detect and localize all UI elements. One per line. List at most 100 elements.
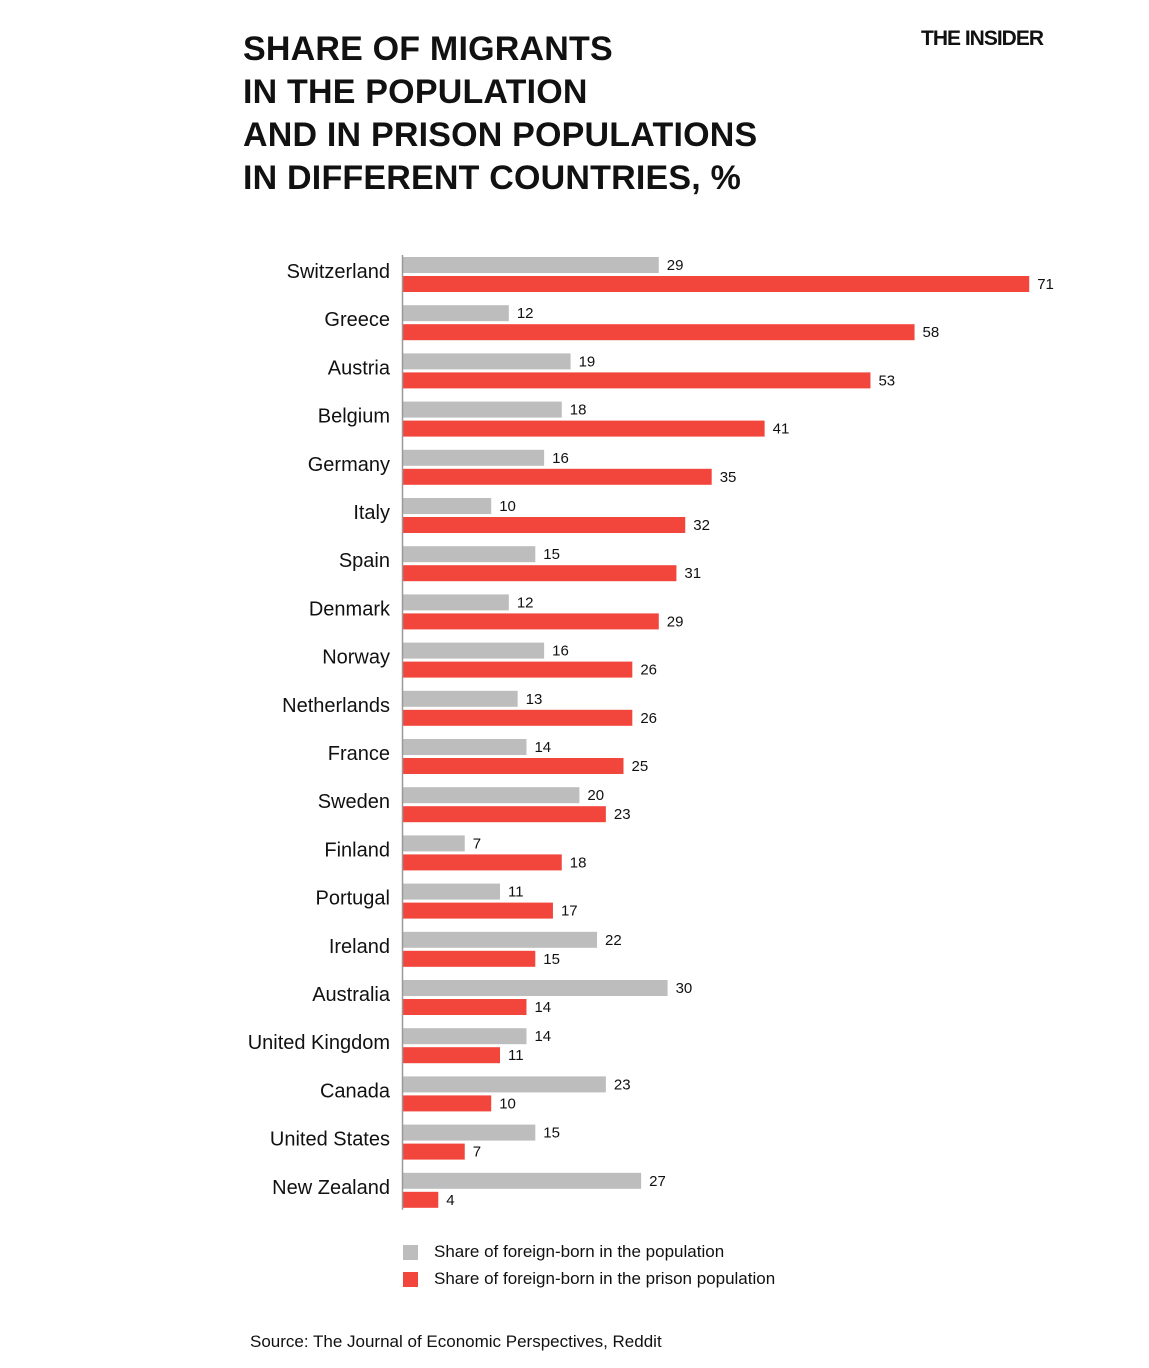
population-bar-germany [403,449,545,466]
category-label-canada: Canada [320,1080,391,1102]
population-value-spain: 15 [543,546,560,563]
category-label-germany: Germany [308,454,390,476]
prison-value-portugal: 17 [561,903,578,920]
legend-label-population: Share of foreign-born in the population [434,1242,725,1261]
prison-value-ireland: 15 [543,951,560,968]
chart-title: SHARE OF MIGRANTS IN THE POPULATION AND … [243,30,758,197]
population-bar-italy [403,498,492,514]
population-bar-denmark [403,594,509,611]
population-bar-belgium [403,401,562,418]
prison-bar-austria [403,372,871,389]
category-label-ireland: Ireland [329,936,390,958]
category-label-portugal: Portugal [316,888,391,910]
population-value-france: 14 [534,739,551,756]
category-label-switzerland: Switzerland [287,261,390,283]
prison-bar-sweden [403,806,606,823]
prison-bar-denmark [403,613,659,630]
prison-value-canada: 10 [499,1095,516,1112]
prison-value-austria: 53 [878,372,895,389]
population-value-germany: 16 [552,450,569,467]
population-bar-france [403,739,527,755]
bar-chart: Switzerland 29 71 Greece 12 58 Austria 19 53 Belg… [248,255,1054,1210]
population-bar-united-kingdom [403,1028,527,1045]
category-label-belgium: Belgium [318,406,390,428]
legend-swatch-population [403,1244,418,1260]
category-label-france: France [328,743,390,765]
category-label-norway: Norway [322,647,390,669]
population-value-greece: 12 [517,305,534,322]
population-value-sweden: 20 [587,787,604,804]
prison-value-germany: 35 [720,469,737,486]
prison-bar-canada [403,1095,492,1112]
legend-item-population: Share of foreign-born in the population [403,1242,724,1262]
prison-value-australia: 14 [534,999,551,1016]
prison-bar-france [403,758,624,774]
population-bar-united-states [403,1124,536,1141]
population-value-norway: 16 [552,643,569,660]
population-bar-spain [403,546,536,563]
population-bar-austria [403,353,571,370]
prison-value-united-kingdom: 11 [508,1047,524,1064]
population-value-australia: 30 [676,980,693,997]
population-bar-canada [403,1076,606,1093]
prison-bar-ireland [403,950,536,967]
population-value-new-zealand: 27 [649,1173,666,1190]
prison-bar-belgium [403,420,765,437]
population-value-belgium: 18 [570,402,587,419]
prison-value-greece: 58 [923,324,940,341]
population-bar-ireland [403,931,598,948]
category-label-italy: Italy [353,502,390,524]
prison-value-new-zealand: 4 [446,1192,454,1209]
population-value-austria: 19 [579,353,596,370]
population-value-portugal: 11 [508,884,524,901]
prison-value-france: 25 [632,758,649,775]
prison-bar-greece [403,324,915,341]
population-value-united-kingdom: 14 [534,1028,551,1045]
category-label-united-states: United States [270,1129,390,1151]
prison-value-sweden: 23 [614,806,631,823]
legend-item-prison: Share of foreign-born in the prison popu… [403,1269,775,1289]
population-value-denmark: 12 [517,594,534,611]
prison-bar-united-kingdom [403,1047,501,1064]
population-value-switzerland: 29 [667,257,684,274]
population-value-italy: 10 [499,498,516,515]
legend-label-prison: Share of foreign-born in the prison popu… [434,1269,776,1288]
prison-bar-new-zealand [403,1191,439,1208]
population-bar-switzerland [403,257,659,273]
prison-value-finland: 18 [570,854,587,871]
population-value-united-states: 15 [543,1125,560,1142]
legend-swatch-prison [403,1271,418,1287]
category-label-united-kingdom: United Kingdom [248,1032,390,1054]
population-value-canada: 23 [614,1076,631,1093]
category-label-austria: Austria [328,357,391,379]
category-label-sweden: Sweden [318,791,390,813]
prison-value-norway: 26 [640,662,657,679]
prison-value-italy: 32 [693,517,710,534]
population-value-netherlands: 13 [526,691,543,708]
population-value-finland: 7 [473,835,481,852]
category-label-new-zealand: New Zealand [272,1177,390,1199]
population-bar-portugal [403,883,501,900]
population-bar-sweden [403,787,580,804]
prison-bar-australia [403,999,527,1015]
prison-value-united-states: 7 [473,1144,481,1161]
source-note: Source: The Journal of Economic Perspect… [250,1332,662,1351]
prison-value-spain: 31 [684,565,701,582]
population-bar-australia [403,980,668,996]
category-label-spain: Spain [339,550,390,572]
population-bar-finland [403,835,465,852]
category-label-greece: Greece [324,309,390,331]
population-bar-norway [403,642,545,659]
population-value-ireland: 22 [605,932,622,949]
prison-bar-finland [403,854,562,871]
population-bar-netherlands [403,690,518,707]
category-label-denmark: Denmark [309,598,391,620]
prison-bar-spain [403,565,677,582]
prison-bar-united-states [403,1143,465,1160]
prison-value-switzerland: 71 [1037,276,1054,293]
brand-logo: THE INSIDER [921,27,1044,50]
prison-value-belgium: 41 [773,421,790,438]
prison-bar-netherlands [403,709,633,726]
category-label-netherlands: Netherlands [282,695,390,717]
prison-bar-germany [403,468,712,485]
